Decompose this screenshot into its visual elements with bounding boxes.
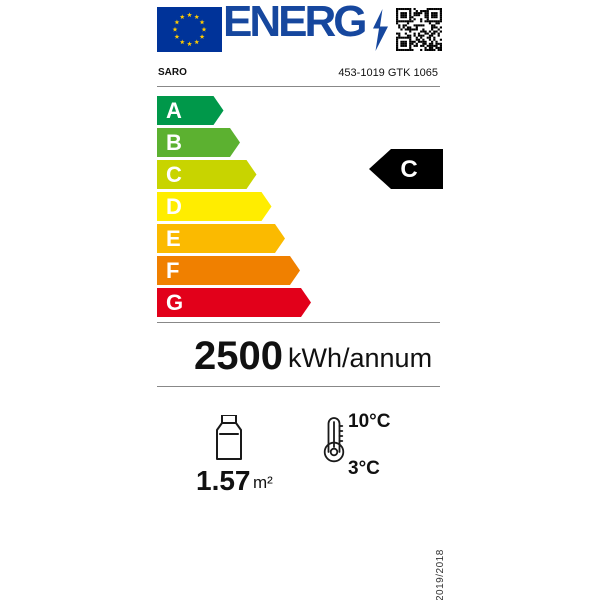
svg-text:C: C (400, 156, 417, 183)
svg-text:B: B (166, 130, 182, 155)
svg-text:E: E (166, 226, 181, 251)
svg-text:D: D (166, 194, 182, 219)
svg-text:G: G (166, 290, 183, 315)
svg-text:A: A (166, 98, 182, 123)
svg-text:C: C (166, 162, 182, 187)
svg-text:F: F (166, 258, 179, 283)
